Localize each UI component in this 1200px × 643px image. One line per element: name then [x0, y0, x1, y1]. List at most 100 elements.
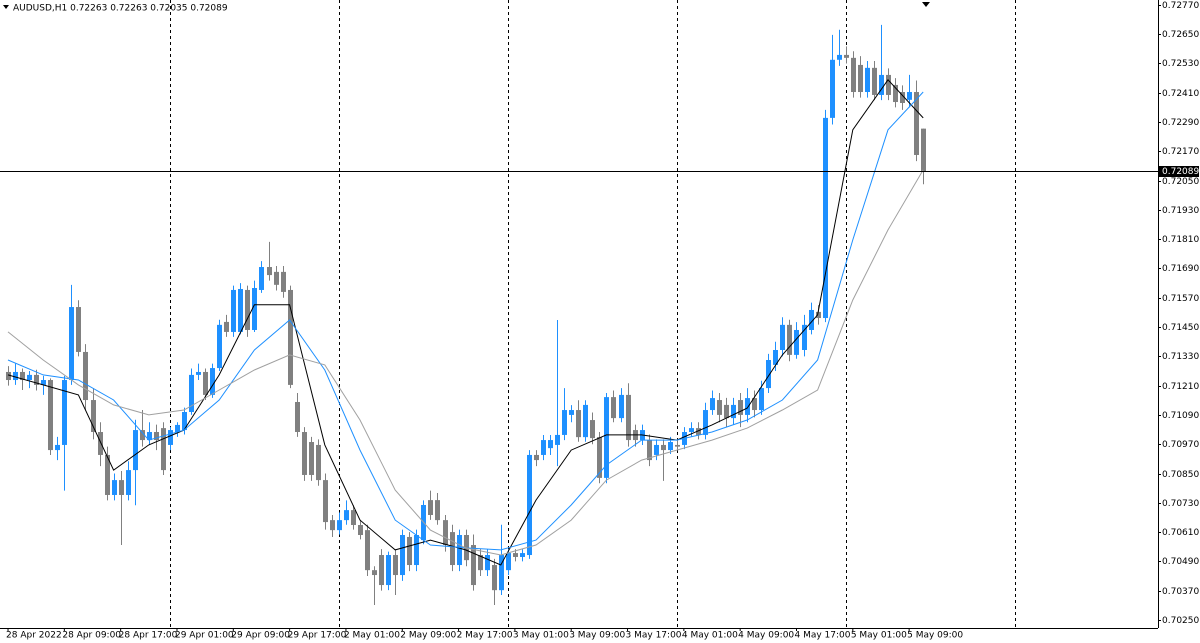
candle-body [541, 440, 546, 455]
candle-body [126, 470, 131, 495]
candle-body [689, 428, 694, 433]
candle-body [119, 480, 124, 495]
candle-body [365, 530, 370, 571]
candle-body [330, 520, 335, 531]
candle-body [696, 428, 701, 435]
candle-body [457, 535, 462, 566]
x-tick-label: 28 Apr 09:00 [62, 631, 121, 641]
candle-body [590, 420, 595, 439]
candle-body [626, 394, 631, 441]
x-tick-label: 28 Apr 2022 [6, 631, 62, 641]
candle-body [105, 454, 110, 495]
candle-body [91, 400, 96, 433]
x-tick-label: 2 May 01:00 [344, 631, 400, 641]
y-tick-label: 0.70730 [1162, 499, 1199, 509]
candle-body [351, 510, 356, 526]
candle-body [302, 432, 307, 475]
y-tick-label: 0.71090 [1162, 411, 1199, 421]
candle-body [675, 444, 680, 447]
y-tick-label: 0.72290 [1162, 118, 1199, 128]
candle-body [238, 288, 243, 332]
x-tick-label: 2 May 17:00 [457, 631, 513, 641]
candle-body [478, 555, 483, 571]
candle-body [252, 288, 257, 330]
candle-body [295, 401, 300, 433]
candle-body [344, 510, 349, 521]
candle-body [555, 434, 560, 445]
candle-body [794, 329, 799, 355]
y-tick-label: 0.72530 [1162, 59, 1199, 69]
candle-body [379, 555, 384, 586]
candle-body [569, 410, 574, 415]
candle-body [858, 64, 863, 93]
candle-body [34, 374, 39, 385]
y-tick-label: 0.71330 [1162, 352, 1199, 362]
candle-body [189, 374, 194, 412]
marks [0, 24, 1158, 606]
candle-body [217, 324, 222, 369]
candle-body [816, 311, 821, 319]
candle-body [83, 351, 88, 401]
y-tick-label: 0.70970 [1162, 440, 1199, 450]
y-tick-label: 0.70490 [1162, 557, 1199, 567]
candle-body [323, 480, 328, 523]
axes: 0.72770 0.72650 0.72530 0.72410 0.72290 0.721… [6, 1, 1199, 641]
candle-body [583, 404, 588, 438]
menu-arrow[interactable] [3, 5, 9, 9]
candle-body [844, 54, 849, 58]
y-tick-label: 0.71450 [1162, 323, 1199, 333]
candle-body [259, 267, 264, 290]
candle-body [372, 570, 377, 576]
candle-body [527, 454, 532, 556]
x-tick-label: 5 May 01:00 [851, 631, 907, 641]
candle-body [62, 380, 67, 445]
candle-body [435, 500, 440, 521]
candle-body [267, 267, 272, 276]
candle-body [140, 430, 145, 441]
candle-body [534, 454, 539, 461]
candle-body [787, 324, 792, 355]
candle-body [161, 428, 166, 471]
candle-body [112, 480, 117, 495]
candle-body [274, 271, 279, 285]
candle-body [309, 442, 314, 475]
x-tick-label: 3 May 09:00 [569, 631, 625, 641]
candle-body [428, 500, 433, 515]
candle-body [48, 380, 53, 451]
x-tick-label: 29 Apr 01:00 [175, 631, 234, 641]
y-tick-label: 0.70370 [1162, 587, 1199, 597]
candle-body [717, 400, 722, 415]
y-tick-label: 0.72410 [1162, 89, 1199, 99]
candle-body [492, 565, 497, 591]
candle-body [604, 397, 609, 478]
candle-body [548, 440, 553, 449]
candle-body [823, 117, 828, 319]
candle-body [450, 532, 455, 566]
y-tick-label: 0.72050 [1162, 177, 1199, 187]
candle-body [196, 371, 201, 375]
x-tick-label: 29 Apr 17:00 [288, 631, 347, 641]
candle-body [154, 432, 159, 441]
candle-body [780, 324, 785, 351]
candle-body [414, 535, 419, 566]
y-tick-label: 0.71570 [1162, 294, 1199, 304]
candle-body [288, 289, 293, 385]
candle-body [471, 545, 476, 586]
candle-body [20, 371, 25, 381]
candle-body [6, 371, 11, 381]
candle-body [802, 324, 807, 351]
x-tick-label: 3 May 17:00 [626, 631, 682, 641]
y-tick-label: 0.71210 [1162, 382, 1199, 392]
price-label-box [1159, 166, 1199, 177]
chart-title: AUDUSD,H1 0.72263 0.72263 0.72035 0.7208… [13, 4, 228, 14]
x-tick-label: 3 May 01:00 [513, 631, 569, 641]
grid [170, 0, 1016, 628]
candle-body [400, 535, 405, 576]
x-tick-label: 4 May 01:00 [682, 631, 738, 641]
candle-body [386, 555, 391, 586]
candle-body [809, 309, 814, 330]
y-tick-label: 0.72770 [1162, 1, 1199, 11]
candle-body [893, 84, 898, 103]
candle-body [851, 57, 856, 93]
